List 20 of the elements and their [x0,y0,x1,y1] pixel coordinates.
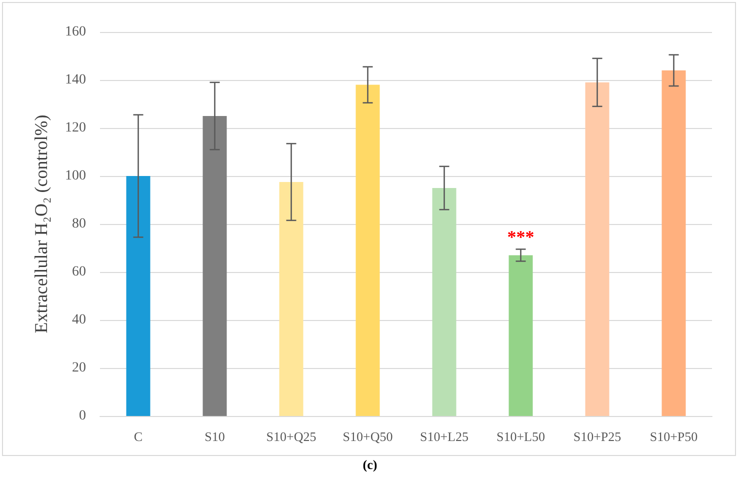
y-axis-title: Extracellular H₂O₂ (control%) [31,114,51,334]
y-tick-label: 160 [65,24,86,40]
x-tick-label: S10+Q50 [342,429,393,444]
y-tick-label: 100 [65,168,86,184]
y-tick-label: 20 [72,360,86,376]
x-tick-label: S10+P50 [650,429,698,444]
x-tick-label: S10 [204,429,225,444]
x-tick-label: S10+L50 [496,429,546,444]
x-tick-label: S10+P25 [573,429,622,444]
y-tick-label: 80 [72,216,86,232]
text: (c) [362,457,378,472]
y-tick-label: 140 [65,72,86,88]
x-tick-label: S10+Q25 [266,429,316,444]
x-tick-label: S10+L25 [420,429,469,444]
y-tick-label: 120 [65,120,86,136]
y-tick-label: 0 [79,408,86,424]
annotation: *** [507,227,534,248]
y-tick-label: 40 [72,312,86,328]
x-tick-label: C [134,429,143,444]
y-tick-label: 60 [72,264,86,280]
